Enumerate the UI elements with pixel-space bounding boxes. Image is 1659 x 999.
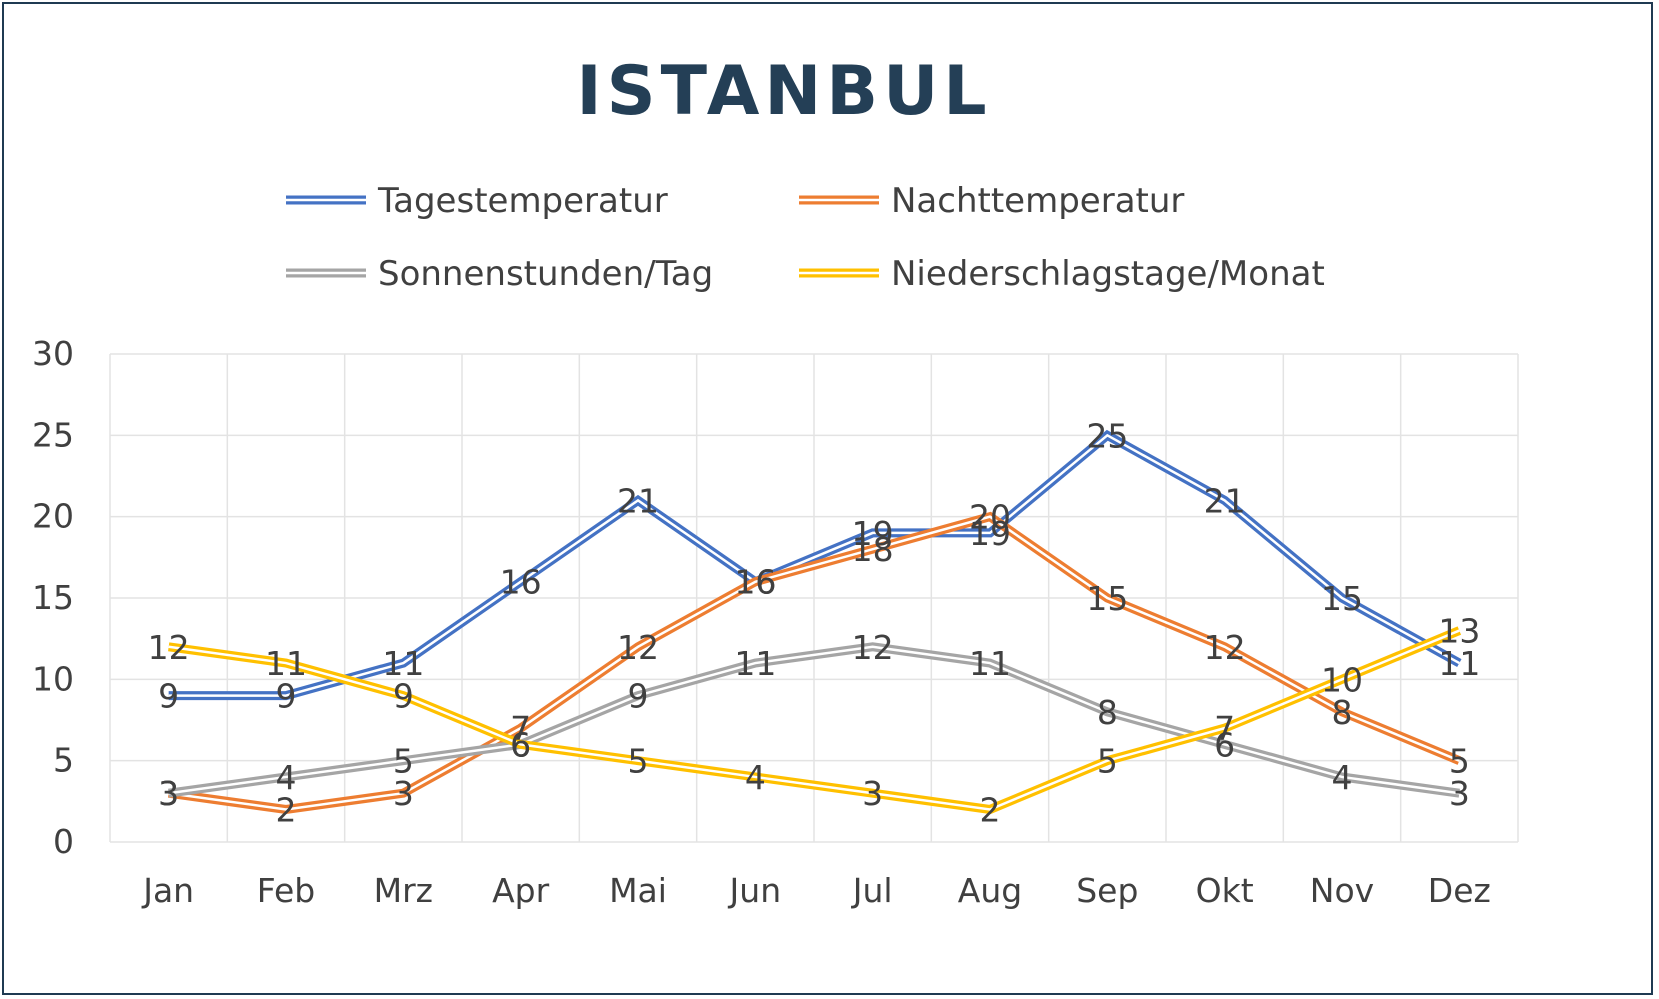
y-tick-label: 15 — [32, 578, 74, 617]
x-tick-label: Apr — [492, 871, 550, 910]
data-label-sonnenstunden-tag: 9 — [628, 677, 649, 716]
x-tick-label: Aug — [958, 871, 1022, 910]
data-label-tagestemperatur: 19 — [852, 514, 894, 553]
data-label-niederschlagstage-monat: 12 — [148, 628, 190, 667]
data-label-niederschlagstage-monat: 4 — [745, 758, 766, 797]
data-label-niederschlagstage-monat: 9 — [393, 677, 414, 716]
data-label-sonnenstunden-tag: 6 — [1214, 725, 1235, 764]
x-tick-label: Dez — [1428, 871, 1491, 910]
data-label-tagestemperatur: 11 — [382, 644, 424, 683]
data-label-tagestemperatur: 9 — [158, 677, 179, 716]
legend-label: Niederschlagstage/Monat — [891, 254, 1325, 294]
legend: Tagestemperatur Nachttemperatur Sonnenstun… — [286, 181, 1325, 294]
y-tick-label: 5 — [53, 741, 74, 780]
data-label-sonnenstunden-tag: 5 — [393, 742, 414, 781]
data-label-sonnenstunden-tag: 3 — [1449, 774, 1470, 813]
series-line-tagestemperatur — [168, 429, 1462, 701]
data-label-nachttemperatur: 18 — [852, 530, 894, 569]
data-label-sonnenstunden-tag: 4 — [1332, 758, 1353, 797]
legend-label: Tagestemperatur — [377, 181, 668, 221]
series-line-niederschlagstage-monat — [168, 626, 1462, 815]
data-label-tagestemperatur: 21 — [1204, 481, 1246, 520]
data-label-nachttemperatur: 20 — [969, 498, 1011, 537]
data-label-tagestemperatur: 25 — [1086, 416, 1128, 455]
data-label-nachttemperatur: 15 — [1086, 579, 1128, 618]
x-tick-label: Mrz — [374, 871, 433, 910]
data-label-niederschlagstage-monat: 10 — [1321, 660, 1363, 699]
data-label-niederschlagstage-monat: 7 — [1214, 709, 1235, 748]
data-label-niederschlagstage-monat: 11 — [265, 644, 307, 683]
series-line-nachttemperatur — [168, 511, 1462, 815]
x-tick-label: Jul — [851, 871, 893, 910]
y-tick-label: 30 — [32, 334, 74, 373]
data-label-nachttemperatur: 12 — [617, 628, 659, 667]
data-label-tagestemperatur: 21 — [617, 481, 659, 520]
legend-item-nachttemperatur: Nachttemperatur — [799, 181, 1184, 221]
chart-title: ISTANBUL — [576, 52, 991, 131]
data-label-sonnenstunden-tag: 3 — [158, 774, 179, 813]
data-label-nachttemperatur: 7 — [510, 709, 531, 748]
data-label-nachttemperatur: 5 — [1449, 742, 1470, 781]
data-label-sonnenstunden-tag: 4 — [276, 758, 297, 797]
x-tick-label: Feb — [257, 871, 315, 910]
data-label-sonnenstunden-tag: 8 — [1097, 693, 1118, 732]
legend-item-tagestemperatur: Tagestemperatur — [286, 181, 668, 221]
x-tick-label: Jun — [728, 871, 782, 910]
series-lines — [168, 429, 1462, 815]
x-tick-label: Sep — [1076, 871, 1138, 910]
data-label-tagestemperatur: 16 — [500, 563, 542, 602]
data-label-tagestemperatur: 11 — [1438, 644, 1480, 683]
data-label-nachttemperatur: 3 — [393, 774, 414, 813]
data-label-sonnenstunden-tag: 11 — [969, 644, 1011, 683]
data-label-sonnenstunden-tag: 12 — [852, 628, 894, 667]
y-tick-label: 10 — [32, 659, 74, 698]
x-tick-label: Jan — [141, 871, 194, 910]
data-label-nachttemperatur: 16 — [734, 563, 776, 602]
legend-item-sonnenstunden-tag: Sonnenstunden/Tag — [286, 254, 713, 294]
data-label-nachttemperatur: 12 — [1204, 628, 1246, 667]
data-label-niederschlagstage-monat: 2 — [980, 790, 1001, 829]
data-label-nachttemperatur: 2 — [276, 790, 297, 829]
chart-canvas: ISTANBUL Tagestemperatur Nachttemperatur S… — [32, 52, 1519, 910]
data-label-tagestemperatur: 16 — [734, 563, 776, 602]
data-label-tagestemperatur: 15 — [1321, 579, 1363, 618]
y-tick-label: 0 — [53, 822, 74, 861]
data-label-niederschlagstage-monat: 13 — [1438, 612, 1480, 651]
data-label-nachttemperatur: 8 — [1332, 693, 1353, 732]
data-label-tagestemperatur: 19 — [969, 514, 1011, 553]
data-label-niederschlagstage-monat: 3 — [862, 774, 883, 813]
y-tick-label: 25 — [32, 415, 74, 454]
data-label-niederschlagstage-monat: 5 — [628, 742, 649, 781]
x-tick-label: Mai — [609, 871, 667, 910]
series-line-sonnenstunden-tag — [168, 642, 1460, 798]
data-label-sonnenstunden-tag: 6 — [510, 725, 531, 764]
data-label-niederschlagstage-monat: 5 — [1097, 742, 1118, 781]
data-label-niederschlagstage-monat: 6 — [510, 725, 531, 764]
legend-item-niederschlagstage-monat: Niederschlagstage/Monat — [799, 254, 1325, 294]
data-label-sonnenstunden-tag: 11 — [734, 644, 776, 683]
data-label-tagestemperatur: 9 — [276, 677, 297, 716]
data-label-nachttemperatur: 3 — [158, 774, 179, 813]
x-tick-label: Nov — [1310, 871, 1374, 910]
x-tick-label: Okt — [1196, 871, 1254, 910]
y-tick-label: 20 — [32, 497, 74, 536]
legend-label: Nachttemperatur — [891, 181, 1184, 221]
legend-label: Sonnenstunden/Tag — [378, 254, 713, 294]
